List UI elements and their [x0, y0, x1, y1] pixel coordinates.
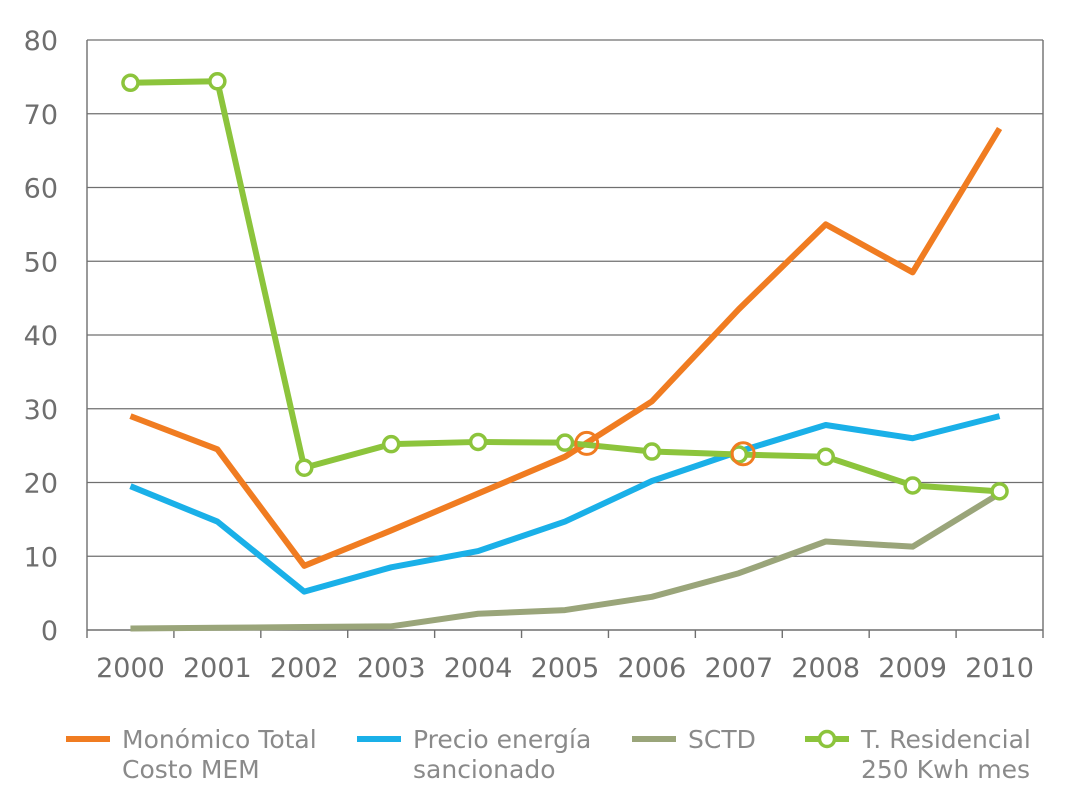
legend-marker	[817, 729, 837, 749]
data-point-marker	[816, 447, 835, 466]
y-tick-label: 40	[24, 321, 58, 352]
y-tick-label: 0	[41, 616, 58, 647]
x-tick-label: 2004	[444, 653, 513, 684]
legend-label: 250 Kwh mes	[861, 755, 1030, 784]
series-line-0	[129, 126, 1003, 569]
legend-label: Costo MEM	[122, 755, 260, 784]
legend-label: Precio energía	[413, 725, 591, 754]
x-tick-label: 2002	[270, 653, 339, 684]
highlight-circle	[574, 430, 600, 456]
legend-label: sancionado	[413, 755, 556, 784]
x-tick-label: 2009	[878, 653, 947, 684]
x-tick-label: 2010	[965, 653, 1034, 684]
data-point-marker	[381, 434, 401, 454]
data-point-marker	[121, 73, 140, 93]
x-tick-label: 2001	[183, 653, 252, 684]
annotations	[574, 430, 756, 467]
x-tick-label: 2005	[531, 653, 600, 684]
data-point-marker	[990, 482, 1009, 501]
y-tick-label: 60	[24, 174, 58, 205]
x-tick-label: 2006	[618, 653, 687, 684]
highlight-circle	[730, 441, 756, 467]
x-tick-label: 2000	[96, 653, 165, 684]
y-tick-label: 20	[24, 469, 58, 500]
x-tick-label: 2008	[791, 653, 860, 684]
data-point-marker	[208, 72, 227, 91]
data-point-marker	[295, 458, 314, 477]
y-axis-ticks: 0 10 20 30 40 50 60 70 80	[24, 26, 58, 647]
legend-label: T. Residencial	[860, 725, 1031, 754]
series-lines	[121, 72, 1009, 632]
series-line-2	[130, 491, 1002, 632]
legend-label: SCTD	[688, 725, 756, 754]
data-point-marker	[555, 433, 575, 452]
y-tick-label: 70	[24, 100, 58, 131]
legend-label: Monómico Total	[122, 725, 317, 754]
x-tick-label: 2003	[357, 653, 426, 684]
y-tick-label: 30	[24, 395, 58, 426]
x-axis: 2000 2001 2002 2003 2004 2005 2006 2007 2008 2009…	[86, 630, 1044, 684]
x-tick-label: 2007	[704, 653, 773, 684]
data-point-marker	[903, 476, 922, 495]
y-tick-label: 50	[24, 247, 58, 278]
y-tick-label: 80	[24, 26, 58, 57]
series-line-1	[129, 413, 1001, 595]
y-tick-label: 10	[24, 542, 58, 573]
data-point-marker	[642, 442, 662, 461]
data-point-marker	[468, 432, 488, 452]
